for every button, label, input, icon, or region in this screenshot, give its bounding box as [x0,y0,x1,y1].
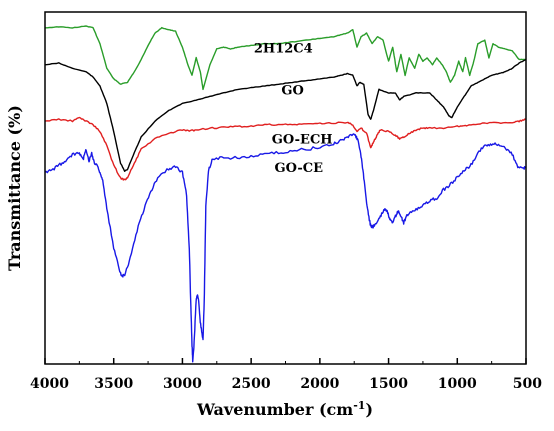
series-layer [44,25,527,363]
series-label-go-ce: GO-CE [275,161,324,176]
series-line-go-ce [44,133,527,363]
y-axis-title: Transmittance (%) [5,105,24,271]
series-line-go-ech [44,116,527,181]
series-label-go-ech: GO-ECH [272,133,333,148]
x-tick-label: 3000 [163,376,202,392]
series-label-2h12c4: 2H12C4 [254,41,313,56]
x-axis: 4000 3500 3000 2500 2000 1500 1000 500 [30,358,542,392]
x-tick-label: 4000 [30,376,69,392]
x-tick-label: 1000 [438,376,477,392]
series-line-go [44,58,527,172]
x-tick-label: 2000 [300,376,339,392]
plot-frame [44,11,527,365]
x-tick-label: 3500 [94,376,133,392]
x-tick-label: 500 [513,376,542,392]
x-tick-label: 1500 [369,376,408,392]
series-line-2h12c4 [45,25,527,91]
series-labels: 2H12C4 GO GO-ECH GO-CE [254,41,333,176]
x-tick-label: 2500 [232,376,271,392]
series-label-go: GO [281,84,303,99]
x-axis-title: Wavenumber (cm-1) [196,399,373,419]
